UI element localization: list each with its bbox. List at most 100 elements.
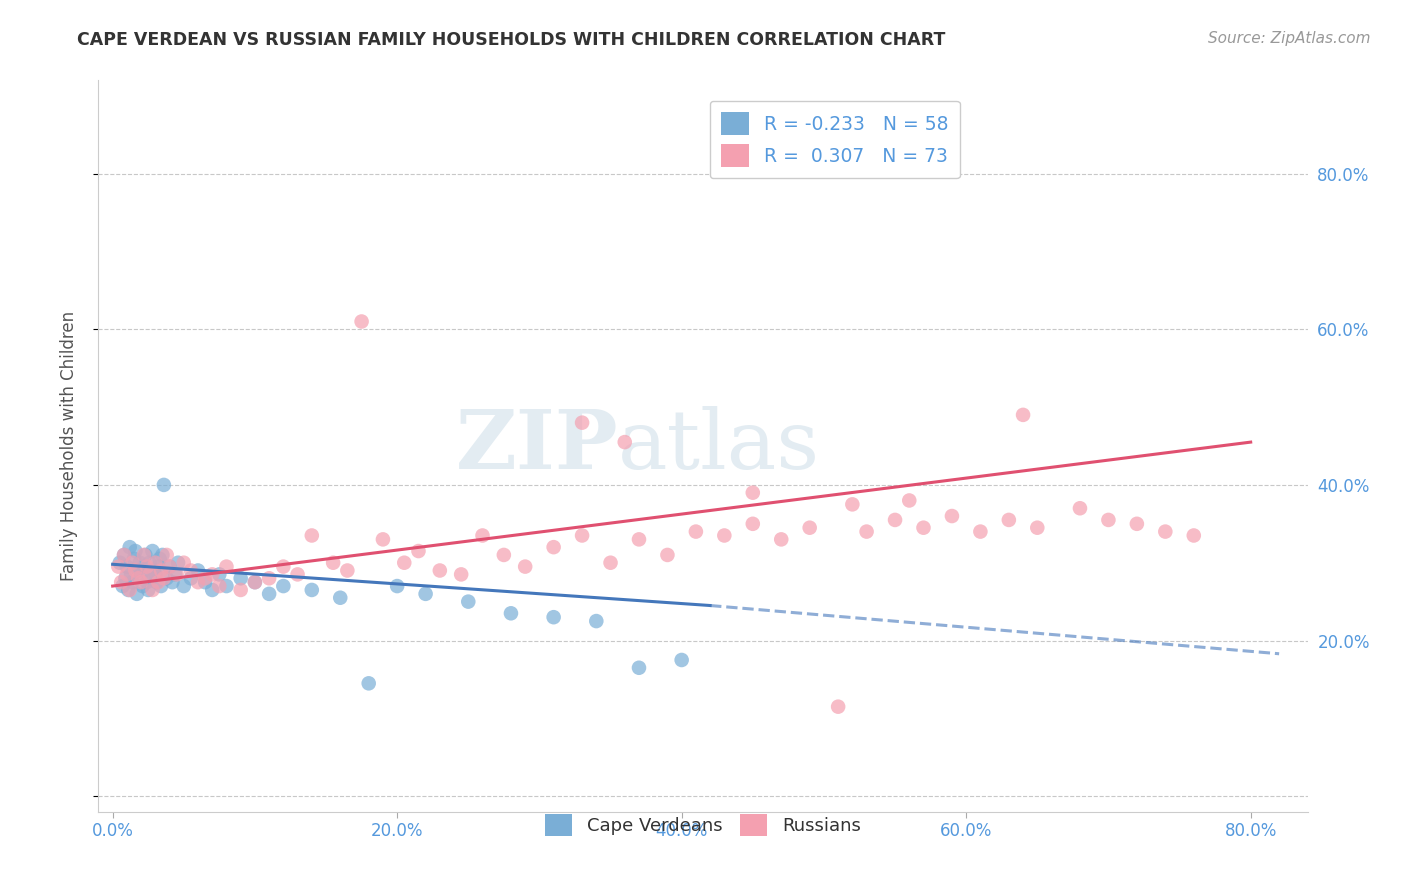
Point	[243, 575, 266, 590]
Point	[998, 513, 1021, 527]
Point	[585, 614, 607, 628]
Point	[841, 497, 863, 511]
Point	[385, 579, 408, 593]
Point	[408, 544, 430, 558]
Point	[146, 559, 169, 574]
Point	[1069, 501, 1091, 516]
Point	[121, 575, 143, 590]
Point	[613, 435, 636, 450]
Point	[827, 699, 849, 714]
Point	[122, 551, 145, 566]
Text: Source: ZipAtlas.com: Source: ZipAtlas.com	[1208, 31, 1371, 46]
Point	[685, 524, 707, 539]
Point	[156, 571, 179, 585]
Point	[187, 564, 209, 578]
Point	[166, 567, 188, 582]
Point	[136, 582, 159, 597]
Point	[229, 571, 252, 585]
Point	[273, 579, 295, 593]
Point	[671, 653, 693, 667]
Point	[159, 559, 181, 574]
Point	[124, 564, 146, 578]
Point	[153, 571, 176, 585]
Point	[627, 661, 650, 675]
Point	[124, 544, 146, 558]
Point	[741, 485, 763, 500]
Point	[322, 556, 344, 570]
Point	[143, 556, 166, 570]
Point	[131, 579, 153, 593]
Point	[287, 567, 309, 582]
Point	[134, 548, 156, 562]
Point	[167, 556, 190, 570]
Point	[150, 579, 173, 593]
Point	[941, 509, 963, 524]
Point	[201, 582, 224, 597]
Point	[273, 559, 295, 574]
Point	[770, 533, 793, 547]
Point	[180, 564, 202, 578]
Point	[145, 575, 167, 590]
Point	[243, 575, 266, 590]
Point	[194, 571, 217, 585]
Text: atlas: atlas	[619, 406, 821, 486]
Point	[135, 575, 157, 590]
Point	[138, 567, 160, 582]
Point	[884, 513, 907, 527]
Point	[657, 548, 679, 562]
Point	[129, 575, 152, 590]
Point	[141, 544, 163, 558]
Point	[165, 567, 187, 582]
Point	[152, 548, 174, 562]
Point	[146, 575, 169, 590]
Point	[898, 493, 921, 508]
Point	[127, 564, 149, 578]
Text: ZIP: ZIP	[456, 406, 619, 486]
Point	[350, 314, 373, 328]
Point	[138, 556, 160, 570]
Point	[499, 607, 522, 621]
Point	[450, 567, 472, 582]
Point	[135, 559, 157, 574]
Point	[301, 582, 323, 597]
Point	[115, 559, 138, 574]
Point	[394, 556, 416, 570]
Point	[336, 564, 359, 578]
Point	[153, 478, 176, 492]
Point	[141, 582, 163, 597]
Point	[125, 587, 148, 601]
Point	[156, 548, 179, 562]
Point	[229, 582, 252, 597]
Point	[208, 567, 231, 582]
Point	[173, 579, 195, 593]
Point	[194, 575, 217, 590]
Point	[741, 516, 763, 531]
Point	[150, 564, 173, 578]
Point	[117, 582, 139, 597]
Point	[112, 548, 135, 562]
Point	[114, 571, 136, 585]
Point	[599, 556, 621, 570]
Legend: Cape Verdeans, Russians: Cape Verdeans, Russians	[538, 806, 868, 843]
Point	[110, 575, 132, 590]
Point	[429, 564, 451, 578]
Point	[543, 540, 565, 554]
Point	[132, 548, 155, 562]
Point	[415, 587, 437, 601]
Y-axis label: Family Households with Children: Family Households with Children	[59, 311, 77, 581]
Point	[627, 533, 650, 547]
Point	[257, 587, 280, 601]
Point	[115, 567, 138, 582]
Point	[799, 521, 821, 535]
Point	[149, 551, 172, 566]
Point	[457, 594, 479, 608]
Point	[257, 571, 280, 585]
Point	[173, 556, 195, 570]
Point	[108, 556, 131, 570]
Point	[471, 528, 494, 542]
Point	[969, 524, 991, 539]
Point	[121, 556, 143, 570]
Point	[162, 575, 184, 590]
Point	[215, 559, 238, 574]
Point	[371, 533, 394, 547]
